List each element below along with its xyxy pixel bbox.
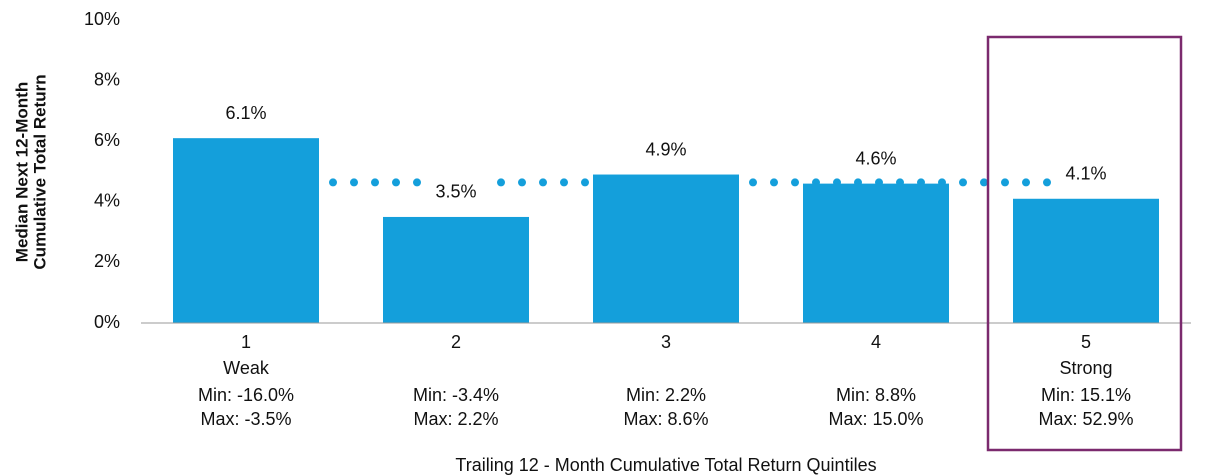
reference-dot [560, 178, 568, 187]
max-label: Max: 52.9% [1038, 409, 1133, 429]
y-tick-label: 6% [94, 130, 120, 150]
reference-dot [1001, 178, 1009, 187]
max-label: Max: 15.0% [828, 409, 923, 429]
min-label: Min: 8.8% [836, 385, 916, 405]
reference-dot [392, 178, 400, 187]
y-tick-label: 0% [94, 312, 120, 332]
y-axis-label-line: Median Next 12-Month [12, 82, 31, 262]
bar [803, 183, 949, 323]
x-tick-label: 4 [871, 332, 881, 352]
reference-dot [749, 178, 757, 187]
value-label: 4.6% [855, 148, 896, 168]
min-label: Min: -16.0% [198, 385, 294, 405]
y-axis-label-line: Cumulative Total Return [30, 74, 49, 269]
x-tick-label: 2 [451, 332, 461, 352]
reference-dot [959, 178, 967, 187]
x-tick-label: 1 [241, 332, 251, 352]
x-axis-label: Trailing 12 - Month Cumulative Total Ret… [455, 455, 876, 475]
bar [1013, 198, 1159, 323]
max-label: Max: 8.6% [623, 409, 708, 429]
reference-dot [1043, 178, 1051, 187]
max-label: Max: 2.2% [413, 409, 498, 429]
min-label: Min: 15.1% [1041, 385, 1131, 405]
y-tick-label: 10% [84, 9, 120, 29]
bar [593, 174, 739, 323]
reference-dot [413, 178, 421, 187]
value-label: 6.1% [225, 103, 266, 123]
y-tick-label: 2% [94, 251, 120, 271]
reference-dot [1022, 178, 1030, 187]
x-sublabel: Weak [223, 358, 270, 378]
x-tick-label: 5 [1081, 332, 1091, 352]
reference-dot [518, 178, 526, 187]
value-label: 3.5% [435, 182, 476, 202]
bar [173, 138, 319, 323]
highlight-box [986, 35, 1183, 452]
y-tick-label: 4% [94, 191, 120, 211]
y-axis-label: Median Next 12-Month Cumulative Total Re… [12, 74, 49, 269]
reference-dot [350, 178, 358, 187]
max-label: Max: -3.5% [200, 409, 291, 429]
reference-dot [980, 178, 988, 187]
min-label: Min: 2.2% [626, 385, 706, 405]
x-tick-label: 3 [661, 332, 671, 352]
reference-dot [770, 178, 778, 187]
reference-dot [329, 178, 337, 187]
x-sublabel: Strong [1059, 358, 1112, 378]
bar [383, 216, 529, 323]
reference-dot [539, 178, 547, 187]
value-label: 4.9% [645, 139, 686, 159]
reference-dot [497, 178, 505, 187]
reference-dot [791, 178, 799, 187]
reference-dot [581, 178, 589, 187]
y-tick-label: 8% [94, 69, 120, 89]
min-label: Min: -3.4% [413, 385, 499, 405]
value-label: 4.1% [1065, 164, 1106, 184]
reference-dot [371, 178, 379, 187]
